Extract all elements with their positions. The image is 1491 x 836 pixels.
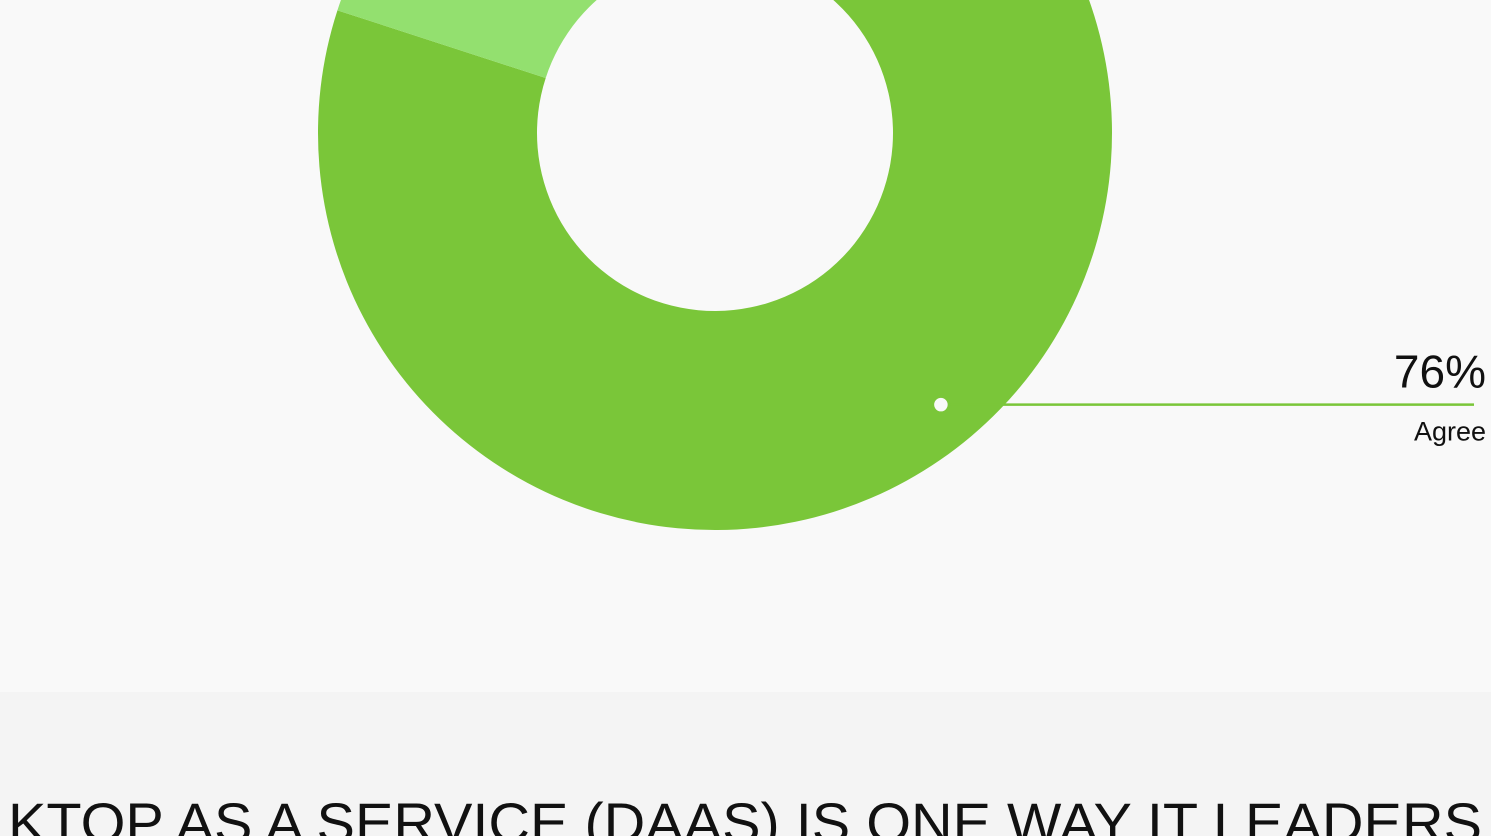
donut-slice xyxy=(337,0,597,78)
leader-dot xyxy=(931,395,951,414)
heading-panel xyxy=(0,692,1491,836)
heading: KTOP AS A SERVICE (DAAS) IS ONE WAY IT L… xyxy=(8,791,1482,836)
donut-slice xyxy=(318,0,1112,530)
slices xyxy=(318,0,1112,530)
data-label: 76% xyxy=(1394,346,1486,398)
category-label: Agree xyxy=(1414,417,1486,447)
